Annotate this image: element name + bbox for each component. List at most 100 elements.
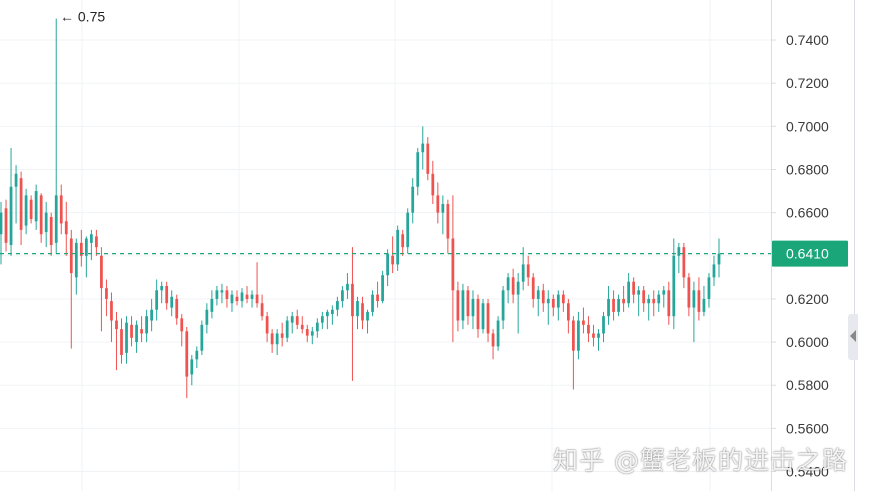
candle xyxy=(105,279,108,317)
candle xyxy=(74,238,78,295)
candle-body xyxy=(0,212,3,235)
candle xyxy=(79,229,83,267)
candle-body xyxy=(69,238,73,274)
candle xyxy=(64,201,68,256)
candle xyxy=(521,247,525,291)
candle-body xyxy=(84,238,88,256)
candle xyxy=(607,285,610,325)
candle-body xyxy=(572,320,575,351)
side-panel-toggle[interactable] xyxy=(848,314,858,360)
price-axis[interactable]: 0.74000.72000.70000.68000.66000.64000.62… xyxy=(771,0,870,491)
candle xyxy=(200,320,204,356)
high-annotation: ← 0.75 xyxy=(60,8,105,24)
candle xyxy=(14,165,18,224)
candle xyxy=(602,311,605,343)
candle xyxy=(546,290,550,325)
candle-body xyxy=(190,359,194,375)
candle xyxy=(320,311,324,330)
candle xyxy=(100,247,103,332)
candle xyxy=(391,236,395,274)
candle xyxy=(541,283,545,312)
candle xyxy=(556,290,560,321)
candle-body xyxy=(64,221,68,235)
candle-body xyxy=(526,264,530,278)
candle-body xyxy=(707,277,711,299)
candle-body xyxy=(105,288,108,299)
candle xyxy=(506,273,510,304)
candle-body xyxy=(531,277,535,299)
candle xyxy=(341,285,344,308)
candle-body xyxy=(692,290,696,308)
candle xyxy=(220,283,224,304)
candle xyxy=(471,290,475,330)
candle-body xyxy=(200,324,204,351)
candle xyxy=(461,283,465,330)
candle-body xyxy=(466,290,470,317)
candle xyxy=(160,281,164,304)
price-tick-label: 0.7400 xyxy=(786,32,829,48)
candle-body xyxy=(506,277,510,291)
candle-body xyxy=(240,292,244,302)
candle xyxy=(441,195,445,235)
candle-body xyxy=(426,143,430,174)
candle xyxy=(49,212,53,256)
candle xyxy=(381,270,384,304)
candle-body xyxy=(346,283,349,291)
candle-body xyxy=(205,309,209,325)
candle xyxy=(185,326,189,399)
candle-body xyxy=(702,298,706,312)
candle-body xyxy=(14,173,18,187)
candle-body xyxy=(607,298,610,317)
candle-body xyxy=(39,195,43,235)
candle-body xyxy=(150,309,154,321)
candle xyxy=(396,225,400,271)
candle xyxy=(491,329,495,360)
candle xyxy=(572,316,575,390)
candle xyxy=(275,329,279,356)
candle xyxy=(240,288,244,308)
candle-body xyxy=(54,195,58,243)
candle xyxy=(165,281,169,310)
candle xyxy=(411,178,415,224)
current-price-label: 0.6410 xyxy=(786,246,829,262)
candle xyxy=(280,322,284,347)
candle-body xyxy=(290,316,294,323)
candle xyxy=(446,199,450,254)
candle xyxy=(486,298,490,343)
candle xyxy=(406,208,410,254)
candle-body xyxy=(145,316,148,334)
candle-body xyxy=(250,294,254,299)
candle-body xyxy=(270,333,274,345)
candle xyxy=(175,294,179,325)
candle xyxy=(265,311,269,343)
candle xyxy=(697,277,701,321)
price-tick-label: 0.5800 xyxy=(786,377,829,393)
candle-body xyxy=(195,350,199,360)
candle-body xyxy=(79,242,83,256)
candle xyxy=(536,285,540,317)
candle xyxy=(235,290,239,306)
candle-body xyxy=(366,311,369,321)
candle-body xyxy=(74,242,78,278)
candle-body xyxy=(305,329,309,336)
candle-body xyxy=(356,301,359,317)
candle xyxy=(19,171,23,245)
candle-body xyxy=(587,324,590,334)
candle xyxy=(115,311,118,371)
candle-body xyxy=(566,303,570,321)
candle xyxy=(250,290,254,308)
candle-body xyxy=(546,298,550,304)
candle-body xyxy=(140,329,143,334)
candle-body xyxy=(210,298,214,312)
candle xyxy=(511,268,515,304)
candle xyxy=(687,273,691,317)
candle-body xyxy=(280,333,284,338)
candle xyxy=(662,285,666,308)
candle xyxy=(195,346,199,368)
candle xyxy=(140,316,143,343)
candle xyxy=(310,326,314,345)
candles xyxy=(0,18,721,399)
candle xyxy=(145,309,148,343)
